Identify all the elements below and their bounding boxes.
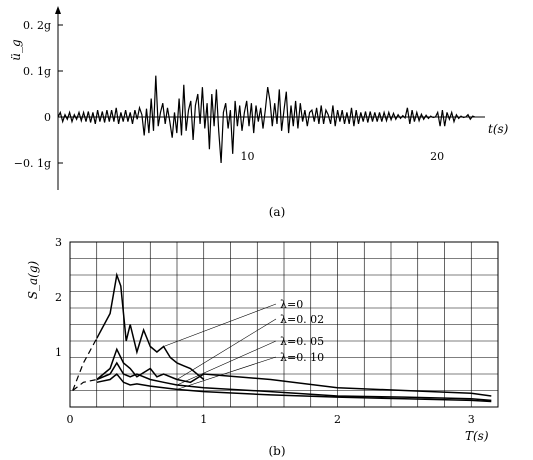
acceleration-trace <box>57 75 476 164</box>
b-series-line-2 <box>96 361 492 402</box>
a-caption: (a) <box>269 205 286 219</box>
b-series-line-1 <box>96 347 492 397</box>
b-series-label: λ=0. 05 <box>280 335 324 348</box>
b-series-labels: λ=0 λ=0. 02 λ=0. 05 λ=0. 10 <box>163 298 324 390</box>
a-y-axis-arrow <box>55 6 61 14</box>
a-x-tick-label: 10 <box>241 150 255 163</box>
a-x-tick-labels: 10 20 <box>241 150 445 163</box>
b-plot-frame <box>69 241 499 408</box>
b-x-tick-label: 3 <box>468 413 475 426</box>
a-y-tick-label: 0. 2g <box>23 19 51 32</box>
b-dashed-extension-lower <box>72 378 97 391</box>
b-series-lines <box>72 272 492 403</box>
b-series-leader-line <box>176 340 277 386</box>
b-series-line-0 <box>96 272 205 381</box>
a-y-axis-title: ü_g <box>9 39 23 61</box>
a-x-axis-title: t(s) <box>488 122 509 136</box>
a-y-tick-label: 0 <box>44 111 51 124</box>
b-series-leader-line <box>163 303 277 347</box>
a-y-tick-label: −0. 1g <box>14 157 51 170</box>
b-series-leader-line <box>176 356 277 390</box>
b-tick-labels: 0 1 2 3 1 2 3 <box>55 236 475 426</box>
b-x-axis-title: T(s) <box>465 429 489 443</box>
b-dashed-extension-upper <box>72 338 98 391</box>
b-series-leader-line <box>176 318 277 380</box>
a-y-ticks: 0. 2g 0. 1g 0 −0. 1g <box>14 19 63 170</box>
b-x-tick-label: 1 <box>200 413 207 426</box>
b-y-tick-label: 1 <box>55 346 62 359</box>
b-series-label: λ=0. 10 <box>280 351 324 364</box>
b-series-label: λ=0 <box>280 298 303 311</box>
b-x-tick-label: 0 <box>67 413 74 426</box>
b-y-tick-label: 3 <box>55 236 62 249</box>
a-x-tick-label: 20 <box>430 150 444 163</box>
b-series-label: λ=0. 02 <box>280 313 324 326</box>
b-grid <box>70 242 498 407</box>
b-x-tick-label: 2 <box>334 413 341 426</box>
b-series-line-3 <box>96 372 492 403</box>
acceleration-chart: 0. 2g 0. 1g 0 −0. 1g ü_g t(s) 10 20 (a) <box>9 6 509 219</box>
b-caption: (b) <box>268 444 285 458</box>
a-y-tick-label: 0. 1g <box>23 65 51 78</box>
b-y-axis-title: S_a(g) <box>26 260 40 299</box>
b-y-tick-label: 2 <box>55 291 62 304</box>
